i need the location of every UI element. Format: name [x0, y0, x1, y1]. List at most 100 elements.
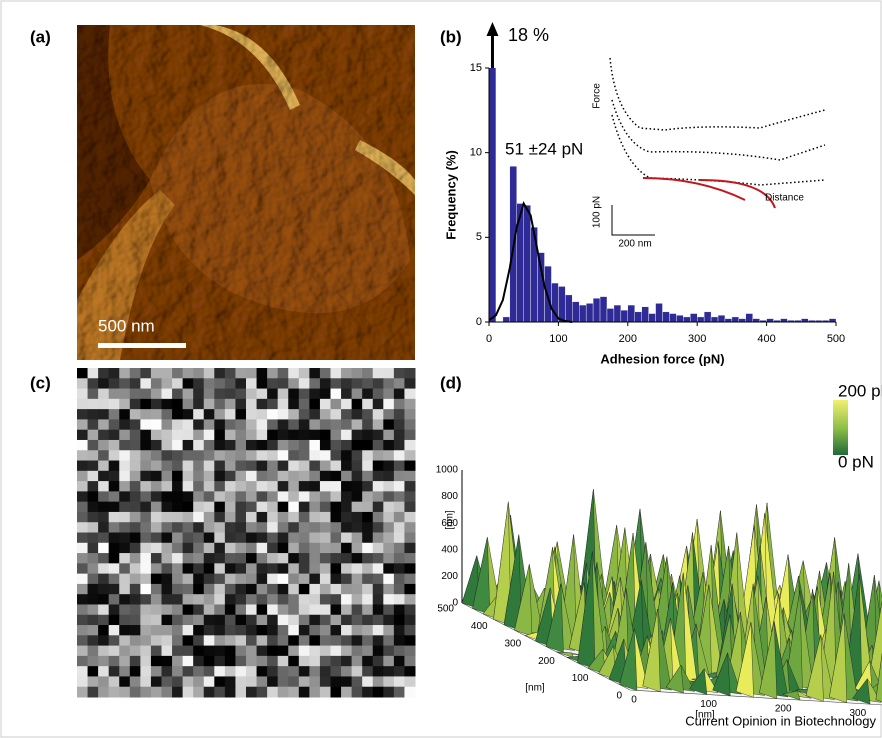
- map-cell: [98, 522, 110, 533]
- map-cell: [267, 491, 279, 503]
- map-cell: [98, 573, 110, 585]
- map-cell: [288, 522, 300, 533]
- map-cell: [246, 563, 258, 575]
- bar: [648, 313, 656, 323]
- map-cell: [203, 563, 215, 575]
- map-cell: [288, 378, 300, 390]
- map-cell: [172, 470, 184, 482]
- bar: [544, 265, 552, 323]
- map-cell: [330, 645, 342, 657]
- map-cell: [309, 676, 321, 688]
- z-tick-label: 1000: [436, 465, 459, 476]
- map-cell: [298, 398, 310, 410]
- map-cell: [98, 368, 110, 379]
- map-cell: [288, 614, 300, 626]
- map-cell: [150, 583, 162, 595]
- map-cell: [214, 398, 226, 410]
- map-cell: [277, 563, 289, 575]
- map-cell: [404, 419, 416, 431]
- map-cell: [161, 522, 173, 533]
- map-cell: [298, 604, 310, 616]
- map-cell: [129, 676, 141, 688]
- map-cell: [256, 604, 268, 616]
- map-cell: [193, 522, 205, 533]
- map-cell: [404, 635, 416, 647]
- map-cell: [129, 398, 141, 410]
- map-cell: [98, 491, 110, 503]
- map-cell: [140, 409, 152, 420]
- map-cell: [309, 409, 321, 420]
- map-cell: [383, 635, 395, 647]
- map-cell: [319, 439, 331, 451]
- surface-facet: [587, 648, 606, 675]
- map-cell: [319, 522, 331, 533]
- map-cell: [108, 625, 120, 636]
- map-cell: [288, 583, 300, 595]
- map-cell: [87, 573, 99, 585]
- map-cell: [182, 470, 194, 482]
- map-cell: [77, 666, 89, 677]
- map-cell: [182, 676, 194, 688]
- map-cell: [150, 614, 162, 626]
- map-cell: [108, 439, 120, 451]
- map-cell: [150, 635, 162, 647]
- map-cell: [129, 614, 141, 626]
- map-cell: [393, 419, 405, 431]
- map-cell: [77, 460, 89, 472]
- bar: [585, 303, 594, 323]
- map-cell: [119, 614, 131, 626]
- map-cell: [246, 532, 258, 544]
- map-cell: [129, 378, 141, 390]
- map-cell: [383, 419, 395, 431]
- map-cell: [150, 439, 162, 451]
- map-cell: [393, 604, 405, 616]
- map-cell: [77, 470, 89, 482]
- map-cell: [214, 419, 226, 431]
- bar: [717, 315, 726, 323]
- map-cell: [267, 604, 279, 616]
- map-cell: [235, 522, 247, 533]
- map-cell: [77, 635, 89, 647]
- map-cell: [309, 419, 321, 431]
- map-cell: [108, 604, 120, 616]
- map-cell: [267, 594, 279, 605]
- map-cell: [150, 563, 162, 575]
- map-cell: [341, 388, 353, 400]
- map-cell: [341, 481, 353, 492]
- map-cell: [288, 398, 300, 410]
- map-cell: [129, 553, 141, 564]
- map-cell: [267, 522, 279, 533]
- map-cell: [214, 625, 226, 636]
- map-cell: [77, 501, 89, 513]
- map-cell: [298, 553, 310, 564]
- map-cell: [351, 470, 363, 482]
- map-cell: [98, 470, 110, 482]
- map-cell: [161, 439, 173, 451]
- map-cell: [182, 645, 194, 657]
- map-cell: [150, 604, 162, 616]
- map-cell: [372, 429, 384, 441]
- map-cell: [193, 388, 205, 400]
- map-cell: [108, 511, 120, 523]
- axis-label: [nm]: [695, 710, 715, 721]
- map-cell: [341, 583, 353, 595]
- map-cell: [404, 511, 416, 523]
- map-cell: [140, 553, 152, 564]
- surface-facet: [829, 613, 848, 704]
- map-cell: [172, 398, 184, 410]
- map-cell: [214, 542, 226, 554]
- map-cell: [351, 378, 363, 390]
- map-cell: [256, 635, 268, 647]
- map-cell: [87, 563, 99, 575]
- map-cell: [235, 491, 247, 503]
- map-cell: [298, 645, 310, 657]
- map-cell: [372, 563, 384, 575]
- map-cell: [235, 439, 247, 451]
- map-cell: [319, 409, 331, 420]
- map-cell: [351, 388, 363, 400]
- y-tick-label: 200: [538, 656, 555, 667]
- map-cell: [298, 686, 310, 698]
- map-cell: [172, 450, 184, 462]
- map-cell: [341, 439, 353, 451]
- map-cell: [224, 583, 236, 595]
